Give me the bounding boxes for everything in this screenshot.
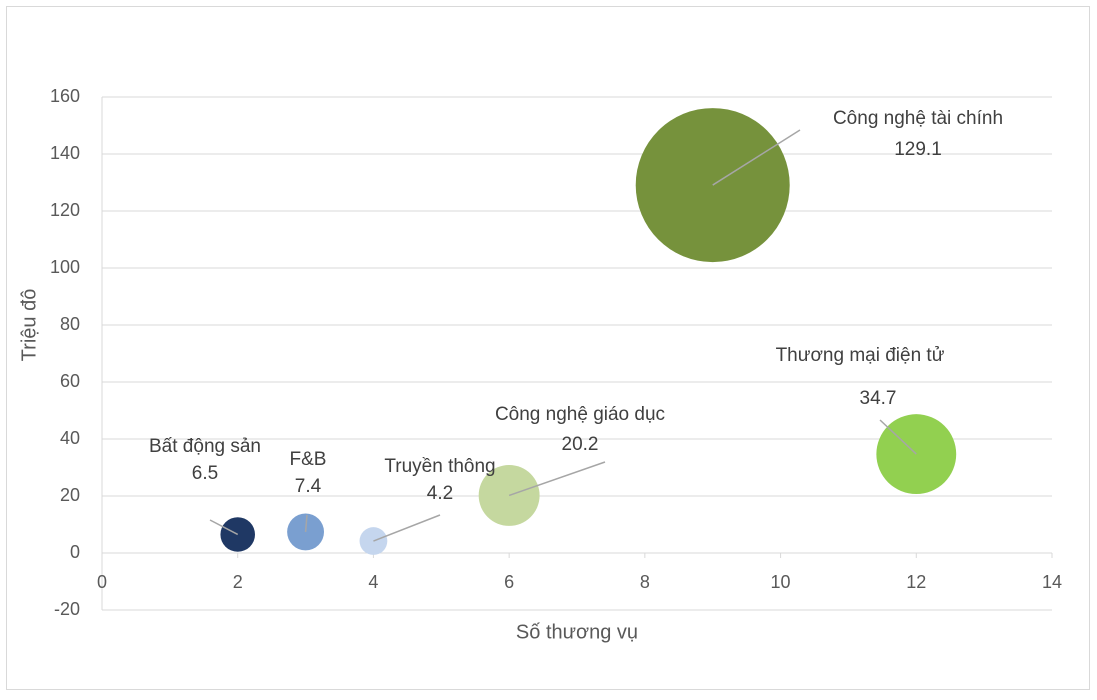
y-tick-label: 20 [60, 485, 80, 505]
leader-line [304, 514, 308, 532]
y-axis-title: Triệu đô [18, 289, 40, 362]
x-tick-label: 8 [640, 572, 650, 592]
x-tick-label: 6 [504, 572, 514, 592]
y-tick-label: 40 [60, 428, 80, 448]
leader-line [209, 519, 239, 536]
data-label-value: 4.2 [426, 483, 454, 504]
data-label-value: 20.2 [561, 434, 599, 455]
x-tick-label: 12 [906, 572, 926, 592]
y-tick-label: 160 [50, 86, 80, 106]
y-tick-label: -20 [54, 599, 80, 619]
x-axis-title: Số thương vụ [516, 621, 638, 643]
data-label-value: 7.4 [294, 476, 322, 497]
y-tick-label: 60 [60, 371, 80, 391]
y-tick-label: 0 [70, 542, 80, 562]
x-tick-label: 0 [97, 572, 107, 592]
data-label-value: 34.7 [859, 388, 897, 409]
leader-line [508, 461, 606, 497]
x-tick-label: 10 [771, 572, 791, 592]
y-tick-label: 120 [50, 200, 80, 220]
data-label-name: Công nghệ giáo dục [494, 404, 666, 425]
data-label-value: 6.5 [191, 463, 219, 484]
leader-line [879, 419, 917, 455]
leader-line [712, 129, 801, 186]
y-tick-label: 140 [50, 143, 80, 163]
data-label-name: Công nghệ tài chính [832, 108, 1004, 129]
y-tick-label: 100 [50, 257, 80, 277]
x-tick-label: 4 [368, 572, 378, 592]
data-label-name: Bất động sản [149, 436, 261, 457]
data-label-value: 129.1 [894, 139, 942, 160]
data-label-name: F&B [289, 449, 327, 470]
x-tick-label: 14 [1042, 572, 1062, 592]
chart-border [6, 6, 1090, 690]
y-tick-label: 80 [60, 314, 80, 334]
leader-line [373, 514, 441, 542]
data-label-name: Truyền thông [384, 456, 496, 477]
bubble [287, 513, 325, 551]
x-tick-label: 2 [233, 572, 243, 592]
data-label-name: Thương mại điện tử [775, 345, 945, 366]
